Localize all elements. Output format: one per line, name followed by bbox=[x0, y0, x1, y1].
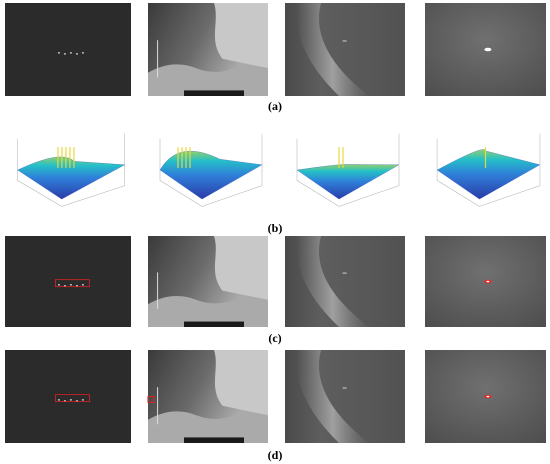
target-dot bbox=[69, 284, 72, 286]
road bbox=[184, 437, 244, 443]
stripe bbox=[296, 3, 369, 96]
target-dot bbox=[63, 400, 66, 402]
panel-label: (b) bbox=[268, 221, 283, 235]
stripe bbox=[296, 350, 369, 443]
surface-plot bbox=[17, 133, 126, 207]
target-dot bbox=[81, 284, 84, 286]
image-panel bbox=[148, 236, 268, 327]
image-panel bbox=[285, 236, 405, 327]
axis-box bbox=[296, 133, 400, 207]
image-panel bbox=[148, 3, 268, 96]
target-core bbox=[486, 280, 490, 283]
surface bbox=[296, 164, 400, 200]
target-dot bbox=[57, 284, 60, 286]
axis-box bbox=[17, 133, 125, 207]
image-panel bbox=[147, 350, 268, 443]
detection-box bbox=[55, 279, 90, 288]
panel-label: (c) bbox=[268, 331, 281, 345]
detection-box bbox=[55, 394, 90, 403]
target-dot bbox=[63, 53, 66, 55]
target-dot bbox=[57, 52, 60, 54]
panel-label: (a) bbox=[268, 99, 282, 113]
image-panel bbox=[425, 236, 546, 327]
axis-box bbox=[159, 133, 263, 207]
target-core bbox=[486, 395, 490, 398]
target-dot bbox=[342, 387, 347, 389]
tree bbox=[214, 3, 268, 69]
image-bg bbox=[5, 350, 131, 443]
stripe bbox=[296, 236, 369, 327]
target-dot bbox=[75, 53, 78, 55]
foliage bbox=[148, 295, 268, 327]
target-dot bbox=[69, 52, 72, 54]
target-dot bbox=[342, 272, 347, 274]
target-dot bbox=[75, 400, 78, 402]
image-panel bbox=[5, 236, 131, 327]
target-dot bbox=[81, 399, 84, 401]
target bbox=[484, 47, 492, 52]
image-bg bbox=[5, 3, 131, 96]
image-panel bbox=[425, 350, 546, 443]
target-dot bbox=[75, 285, 78, 287]
surface-plot bbox=[159, 133, 263, 207]
foliage bbox=[148, 63, 268, 96]
target-dot bbox=[63, 285, 66, 287]
target-dot bbox=[81, 52, 84, 54]
image-panel bbox=[425, 3, 546, 96]
image-panel bbox=[285, 3, 405, 96]
image-panel bbox=[5, 3, 131, 96]
image-bg bbox=[5, 236, 131, 327]
axis-box bbox=[436, 133, 541, 207]
panel-label: (d) bbox=[268, 448, 283, 462]
road bbox=[184, 321, 244, 327]
surface bbox=[436, 149, 541, 200]
surface bbox=[17, 156, 126, 200]
surface-plot bbox=[296, 133, 400, 207]
surface-plot bbox=[436, 133, 541, 207]
surface bbox=[159, 151, 263, 200]
target-dot bbox=[57, 399, 60, 401]
detection-box bbox=[147, 396, 155, 403]
foliage bbox=[148, 410, 268, 443]
road bbox=[184, 90, 244, 96]
image-panel bbox=[5, 350, 131, 443]
target-dot bbox=[342, 40, 347, 42]
target-dot bbox=[69, 399, 72, 401]
image-panel bbox=[285, 350, 405, 443]
tree bbox=[214, 350, 268, 416]
tree bbox=[214, 236, 268, 300]
